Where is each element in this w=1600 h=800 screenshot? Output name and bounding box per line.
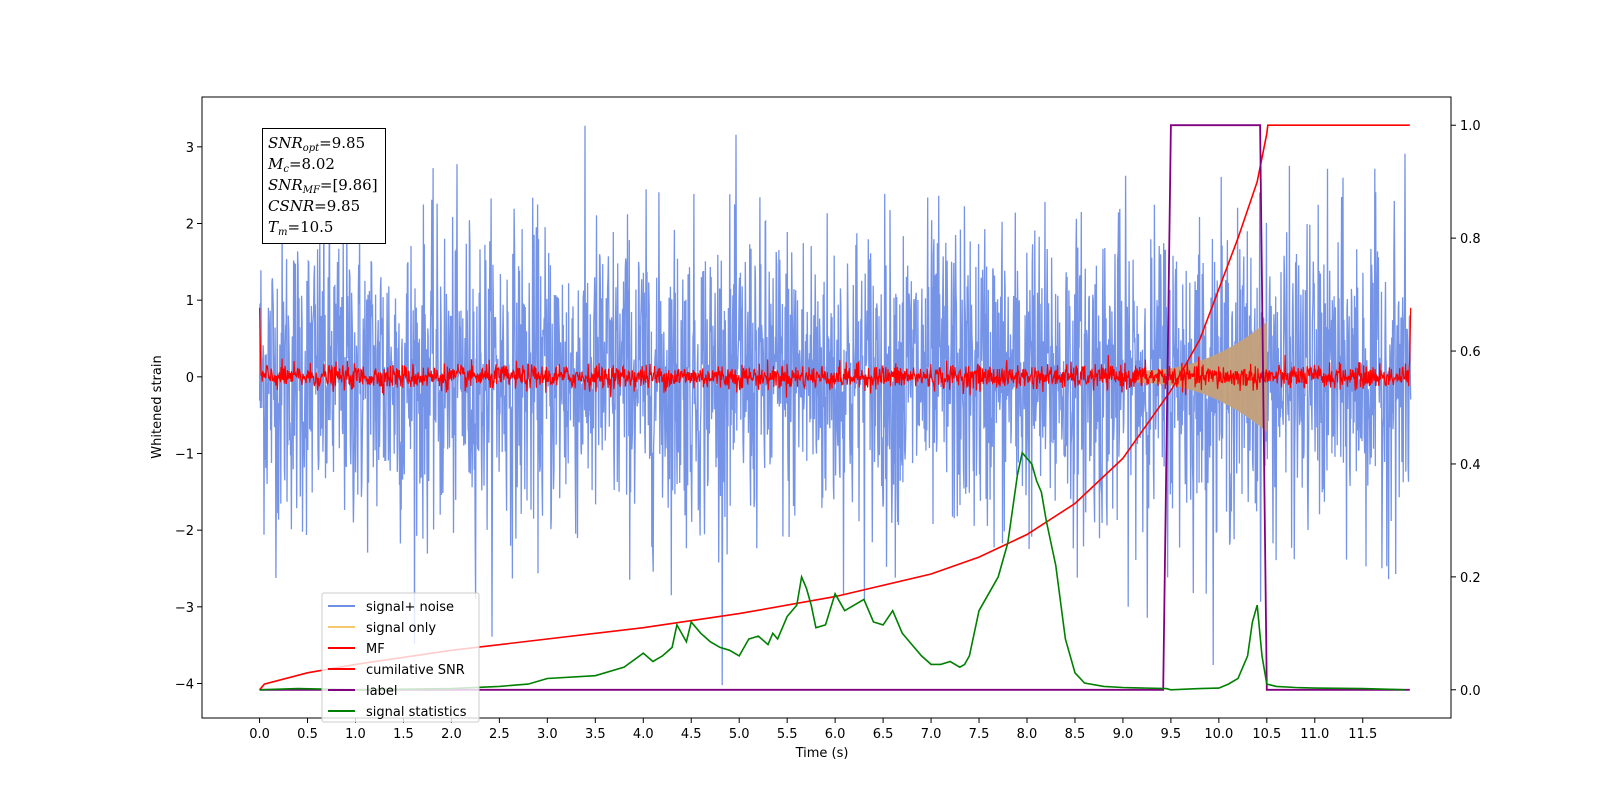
x-tick-label: 5.5 bbox=[777, 727, 798, 742]
x-tick-label: 7.0 bbox=[921, 727, 942, 742]
signal-statistics-series bbox=[259, 450, 1406, 691]
y2-tick-label: 0.2 bbox=[1460, 571, 1481, 586]
signal-noise-line bbox=[258, 125, 1412, 686]
legend-label-mf: MF bbox=[366, 642, 385, 657]
x-tick-label: 2.5 bbox=[489, 727, 510, 742]
x-axis-ticks: 0.0 0.5 1.0 1.5 2.0 2.5 3.0 3.5 4.0 4.5 5.0 5.5 6.0 6… bbox=[249, 718, 1377, 742]
legend-label-signal-only: signal only bbox=[366, 621, 436, 636]
x-tick-label: 11.0 bbox=[1300, 727, 1329, 742]
y2-tick-label: 0.0 bbox=[1460, 684, 1481, 699]
y-tick-label: −4 bbox=[175, 678, 194, 693]
legend-label-label: label bbox=[366, 684, 397, 699]
x-tick-label: 1.0 bbox=[345, 727, 366, 742]
legend: signal+ noise signal only MF cumilative … bbox=[321, 592, 480, 723]
x-tick-label: 10.0 bbox=[1204, 727, 1233, 742]
signal-noise-series bbox=[258, 125, 1412, 686]
x-tick-label: 6.0 bbox=[825, 727, 846, 742]
y-tick-label: −3 bbox=[175, 601, 194, 616]
y-tick-label: 0 bbox=[186, 371, 194, 386]
x-tick-label: 3.5 bbox=[585, 727, 606, 742]
y-axis-title: Whitened strain bbox=[150, 355, 165, 458]
x-tick-label: 0.0 bbox=[249, 727, 270, 742]
x-tick-label: 1.5 bbox=[393, 727, 414, 742]
y2-tick-label: 0.8 bbox=[1460, 232, 1481, 247]
x-tick-label: 4.5 bbox=[681, 727, 702, 742]
x-tick-label: 9.0 bbox=[1113, 727, 1134, 742]
y2-tick-label: 0.6 bbox=[1460, 345, 1481, 360]
legend-label-cumulative-snr: cumilative SNR bbox=[366, 663, 465, 678]
x-tick-label: 3.0 bbox=[537, 727, 558, 742]
y2-axis-ticks: 0.0 0.2 0.4 0.6 0.8 1.0 bbox=[1451, 119, 1481, 699]
label-line bbox=[259, 124, 1410, 691]
y-tick-label: 3 bbox=[186, 141, 194, 156]
x-tick-label: 9.5 bbox=[1161, 727, 1182, 742]
snr-info-box: SNRopt=9.85 Mc=8.02 SNRMF=[9.86] CSNR=9.… bbox=[262, 128, 386, 244]
x-axis-title: Time (s) bbox=[795, 746, 849, 761]
x-tick-label: 7.5 bbox=[969, 727, 990, 742]
y-tick-label: 1 bbox=[186, 294, 194, 309]
plot-frame bbox=[201, 96, 1452, 719]
info-mc: Mc=8.02 bbox=[268, 155, 335, 175]
x-tick-label: 5.0 bbox=[729, 727, 750, 742]
x-tick-label: 6.5 bbox=[873, 727, 894, 742]
info-tm: Tm=10.5 bbox=[268, 218, 334, 238]
y2-tick-label: 0.4 bbox=[1460, 458, 1481, 473]
y-tick-label: 2 bbox=[186, 218, 194, 233]
x-tick-label: 8.0 bbox=[1017, 727, 1038, 742]
legend-box bbox=[321, 592, 480, 723]
x-tick-label: 10.5 bbox=[1252, 727, 1281, 742]
x-tick-label: 2.0 bbox=[441, 727, 462, 742]
legend-label-signal-statistics: signal statistics bbox=[366, 705, 467, 720]
x-tick-label: 0.5 bbox=[297, 727, 318, 742]
x-tick-label: 8.5 bbox=[1065, 727, 1086, 742]
info-snr-opt: SNRopt=9.85 bbox=[268, 134, 366, 154]
y2-tick-label: 1.0 bbox=[1460, 119, 1481, 134]
legend-label-signal-noise: signal+ noise bbox=[366, 600, 454, 615]
info-csnr: CSNR=9.85 bbox=[268, 197, 361, 215]
mf-line bbox=[259, 307, 1412, 398]
y-tick-label: −2 bbox=[175, 524, 194, 539]
y-axis-ticks: −4 −3 −2 −1 0 1 2 3 bbox=[175, 141, 202, 693]
y-tick-label: −1 bbox=[175, 448, 194, 463]
mf-series bbox=[259, 307, 1412, 398]
info-snr-mf: SNRMF=[9.86] bbox=[268, 176, 378, 196]
x-tick-label: 4.0 bbox=[633, 727, 654, 742]
signal-statistics-line bbox=[259, 450, 1406, 691]
label-series bbox=[259, 124, 1410, 691]
x-tick-label: 11.5 bbox=[1348, 727, 1377, 742]
